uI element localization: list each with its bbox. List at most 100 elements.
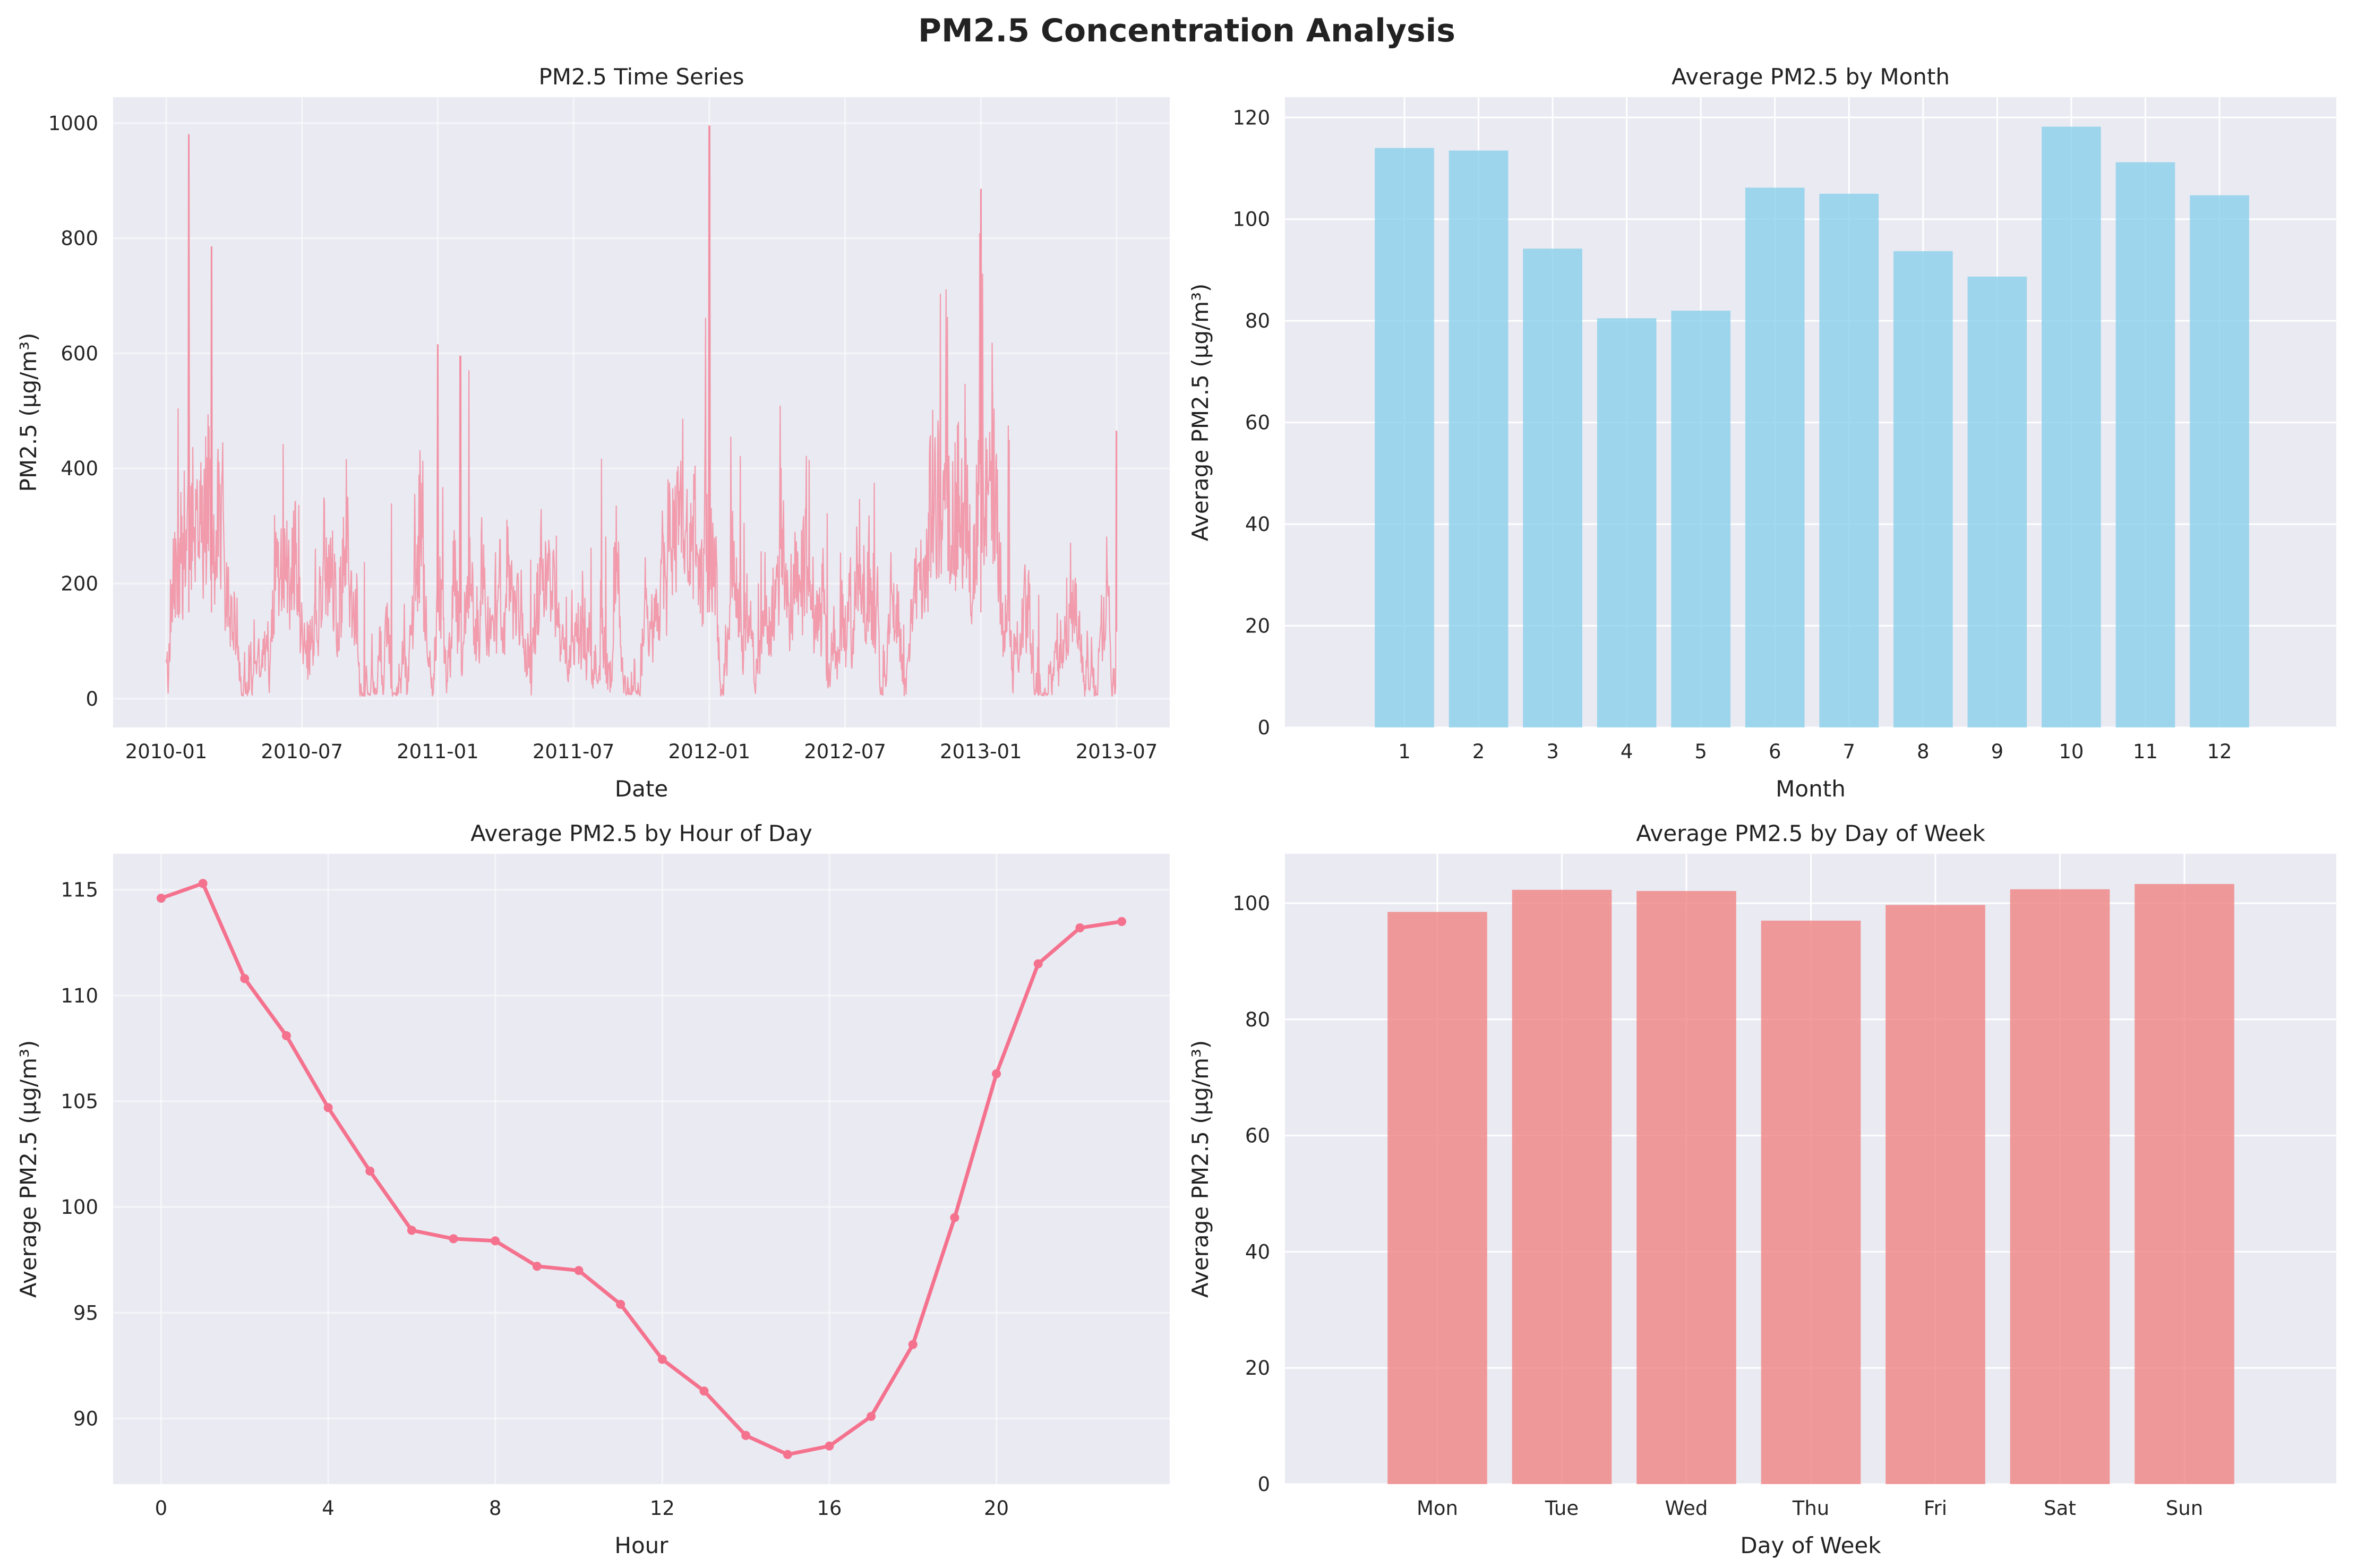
monthly-xtick-label: 3: [1546, 740, 1559, 763]
hourly-point-12: [657, 1355, 667, 1364]
hourly-point-22: [1075, 923, 1085, 932]
timeseries-xtick-label: 2012-01: [669, 740, 751, 763]
monthly-xtick-label: 9: [1991, 740, 2004, 763]
monthly-bar-12: [2190, 195, 2249, 727]
hourly-point-23: [1117, 916, 1127, 926]
weekday-bar-sat: [2010, 889, 2110, 1484]
weekday-xtick-label: Wed: [1665, 1497, 1708, 1520]
panel-timeseries: PM2.5 Time Series Date PM2.5 (µg/m³) 0 200 40…: [15, 64, 1170, 802]
weekday-xtick-label: Fri: [1924, 1497, 1947, 1520]
hourly-point-1: [198, 879, 208, 888]
weekday-bar-mon: [1387, 912, 1487, 1484]
monthly-xtick-label: 6: [1769, 740, 1781, 763]
weekday-ytick-label: 20: [1245, 1357, 1270, 1380]
timeseries-xlabel: Date: [615, 776, 668, 802]
monthly-xlabel: Month: [1776, 776, 1846, 802]
hourly-xtick-label: 4: [322, 1497, 335, 1520]
timeseries-ytick-label: 400: [61, 457, 98, 480]
hourly-xtick-label: 20: [984, 1497, 1009, 1520]
monthly-xtick-label: 7: [1842, 740, 1855, 763]
monthly-xtick-label: 5: [1694, 740, 1707, 763]
monthly-title: Average PM2.5 by Month: [1672, 64, 1950, 90]
hourly-point-20: [992, 1069, 1001, 1078]
hourly-ytick-label: 90: [73, 1408, 98, 1430]
hourly-ytick-label: 115: [61, 879, 98, 902]
hourly-point-14: [741, 1430, 751, 1440]
weekday-bar-fri: [1886, 905, 1985, 1484]
weekday-bar-tue: [1512, 889, 1612, 1484]
monthly-bar-2: [1449, 150, 1509, 727]
hourly-point-10: [574, 1266, 584, 1275]
monthly-ytick-label: 120: [1232, 106, 1270, 129]
hourly-point-9: [532, 1262, 542, 1271]
timeseries-ytick-label: 600: [61, 342, 98, 365]
hourly-ylabel: Average PM2.5 (µg/m³): [15, 1040, 41, 1298]
monthly-ytick-label: 0: [1257, 716, 1270, 739]
monthly-xtick-label: 11: [2133, 740, 2158, 763]
monthly-xtick-label: 10: [2059, 740, 2084, 763]
weekday-xtick-label: Tue: [1545, 1497, 1579, 1520]
hourly-point-0: [156, 894, 166, 903]
monthly-ytick-label: 20: [1245, 615, 1270, 638]
weekday-xtick-label: Thu: [1792, 1497, 1830, 1520]
panel-hourly: Average PM2.5 by Hour of Day Hour Average …: [15, 820, 1170, 1558]
hourly-point-19: [950, 1213, 959, 1222]
timeseries-xtick-label: 2012-07: [804, 740, 886, 763]
weekday-ytick-label: 40: [1245, 1240, 1270, 1263]
monthly-ytick-label: 100: [1232, 208, 1270, 231]
monthly-bar-10: [2042, 126, 2101, 727]
weekday-xtick-label: Sun: [2166, 1497, 2203, 1520]
hourly-point-2: [240, 974, 250, 983]
timeseries-xtick-label: 2010-01: [125, 740, 208, 763]
monthly-xtick-label: 8: [1917, 740, 1930, 763]
timeseries-xtick-label: 2013-07: [1076, 740, 1158, 763]
monthly-xtick-label: 1: [1398, 740, 1411, 763]
hourly-point-4: [323, 1103, 333, 1112]
hourly-title: Average PM2.5 by Hour of Day: [470, 820, 812, 846]
monthly-ytick-label: 40: [1245, 513, 1270, 536]
weekday-ytick-label: 0: [1257, 1473, 1270, 1496]
timeseries-xtick-label: 2013-01: [940, 740, 1022, 763]
monthly-xtick-label: 12: [2207, 740, 2232, 763]
monthly-bar-8: [1893, 251, 1953, 727]
timeseries-series-line: [165, 125, 1117, 697]
figure-title: PM2.5 Concentration Analysis: [918, 12, 1455, 49]
monthly-ytick-label: 80: [1245, 310, 1270, 332]
monthly-bar-5: [1671, 311, 1730, 727]
monthly-bar-6: [1745, 187, 1805, 727]
timeseries-ytick-label: 1000: [48, 112, 98, 135]
hourly-point-15: [783, 1450, 792, 1459]
monthly-xtick-label: 2: [1472, 740, 1485, 763]
hourly-xtick-label: 8: [489, 1497, 502, 1520]
weekday-ytick-label: 60: [1245, 1125, 1270, 1147]
weekday-bar-thu: [1761, 920, 1861, 1484]
hourly-ytick-label: 105: [61, 1090, 98, 1113]
weekday-ytick-label: 80: [1245, 1008, 1270, 1031]
timeseries-xtick-label: 2011-07: [533, 740, 615, 763]
weekday-bar-sun: [2135, 884, 2234, 1484]
monthly-ylabel: Average PM2.5 (µg/m³): [1187, 284, 1213, 542]
monthly-axes-background: [1285, 97, 2336, 727]
timeseries-ytick-label: 200: [61, 572, 98, 595]
monthly-ytick-label: 60: [1245, 412, 1270, 434]
weekday-xlabel: Day of Week: [1740, 1532, 1881, 1558]
monthly-bar-3: [1523, 249, 1582, 727]
timeseries-ytick-label: 800: [61, 227, 98, 250]
hourly-point-21: [1033, 959, 1043, 969]
timeseries-xtick-label: 2010-07: [261, 740, 343, 763]
panel-weekday: Average PM2.5 by Day of Week Day of Week A…: [1187, 820, 2336, 1558]
hourly-axes-background: [113, 854, 1170, 1484]
hourly-point-5: [365, 1166, 375, 1176]
hourly-series-line: [159, 881, 1124, 1456]
monthly-bar-1: [1375, 148, 1434, 727]
weekday-xtick-label: Mon: [1417, 1497, 1458, 1520]
monthly-xtick-label: 4: [1621, 740, 1633, 763]
timeseries-title: PM2.5 Time Series: [538, 64, 744, 90]
monthly-bar-4: [1597, 318, 1657, 727]
hourly-ytick-label: 100: [61, 1196, 98, 1219]
timeseries-xtick-label: 2011-01: [397, 740, 479, 763]
weekday-bar-wed: [1636, 891, 1736, 1484]
monthly-bar-7: [1819, 193, 1879, 727]
